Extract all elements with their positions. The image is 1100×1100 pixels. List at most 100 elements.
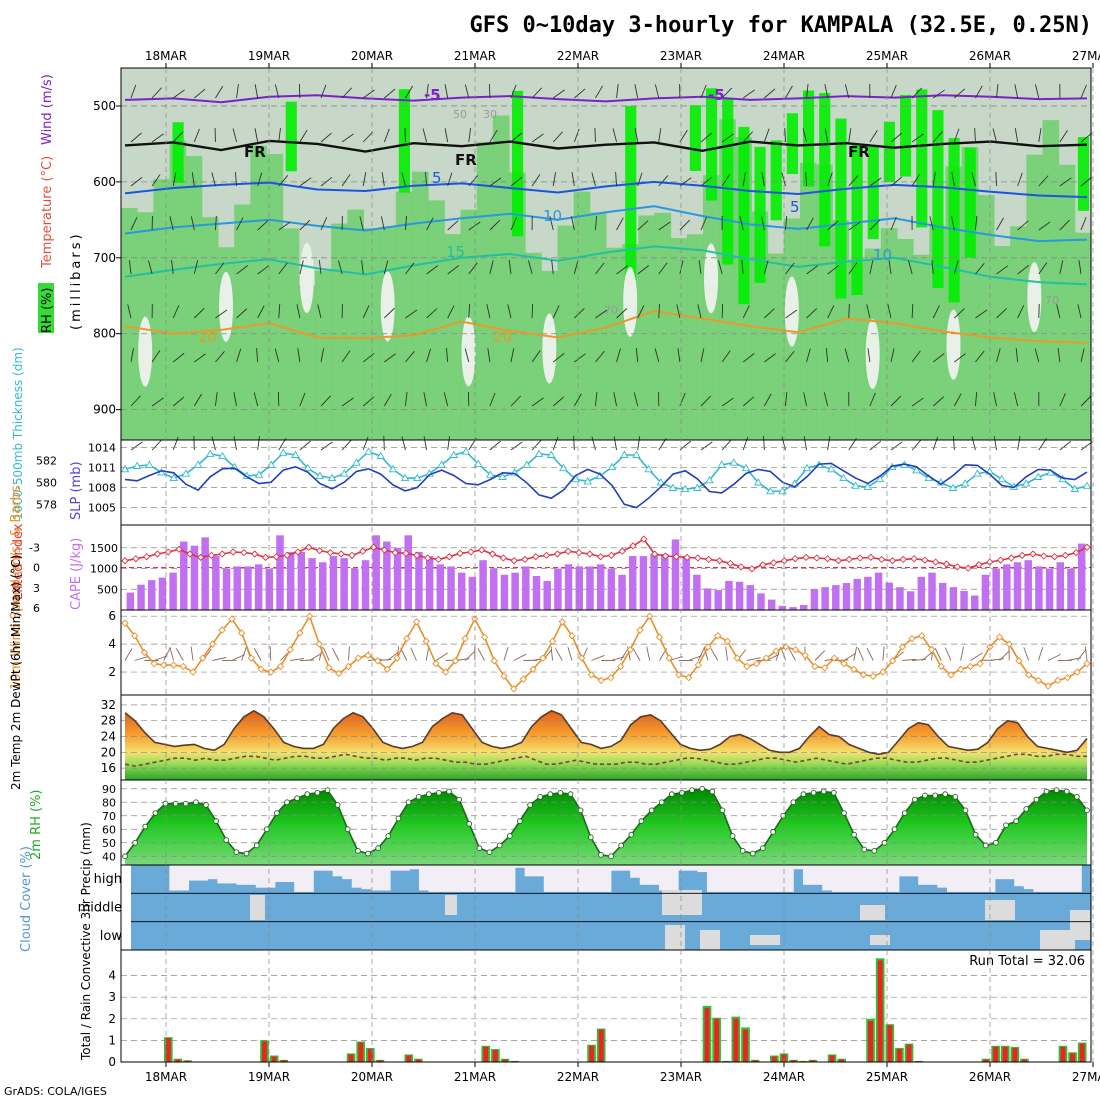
lifted-index-line-marker xyxy=(964,564,972,572)
wind-barb xyxy=(151,174,161,187)
cloud-high-clear xyxy=(582,865,593,892)
wind-barb xyxy=(232,128,237,143)
wind-barb xyxy=(679,260,684,275)
wind10m-line-marker xyxy=(548,637,557,645)
cape-bar xyxy=(960,590,968,610)
wind-barb xyxy=(975,309,988,319)
wind-barb xyxy=(130,84,137,99)
wind10m-line-marker xyxy=(286,646,294,654)
wind10m-line-marker xyxy=(461,634,469,643)
precip-convective-bar xyxy=(704,1008,710,1062)
wind-barb xyxy=(827,265,840,275)
wind-barb xyxy=(1059,392,1066,407)
temp2m-tick: 16 xyxy=(101,761,116,775)
wind10m-line-marker xyxy=(869,672,877,680)
thickness-line-marker xyxy=(279,448,288,456)
temp2m-axis-label: 2m Temp 2m DewPt (6hr Min/Max) (°C) xyxy=(9,555,23,790)
lifted-index-line-marker xyxy=(975,561,983,569)
cape-bar xyxy=(853,578,861,610)
cloud-high-clear xyxy=(1014,865,1025,887)
wind-barb xyxy=(908,260,913,275)
wind-barb xyxy=(806,84,809,99)
cape-bar xyxy=(276,535,284,610)
wind-barb xyxy=(233,392,237,407)
lifted-index-line-marker xyxy=(240,549,248,557)
wind10m-barb xyxy=(410,647,417,661)
wind-barb xyxy=(320,348,325,363)
wind10m-line-marker xyxy=(1005,640,1013,648)
thickness-line-marker xyxy=(120,464,130,473)
wind-barb xyxy=(932,436,939,451)
wind-barb xyxy=(637,265,650,275)
lifted-index-line-marker xyxy=(445,553,453,561)
cape-bar xyxy=(319,562,327,610)
lifted-index-line-marker xyxy=(542,551,551,559)
wind-barb xyxy=(257,220,269,231)
wind-barb xyxy=(824,128,829,143)
contour-label: 70 xyxy=(1045,294,1059,307)
lifted-index-line-marker xyxy=(942,560,951,568)
cape-bar xyxy=(778,605,787,610)
wind-barb xyxy=(362,131,374,143)
wind10m-barb xyxy=(323,647,330,661)
wind-barb xyxy=(679,219,691,231)
rh-fill-column xyxy=(282,228,300,440)
wind-barb xyxy=(447,265,460,275)
rh2m-line-marker xyxy=(537,793,544,800)
wind-barb xyxy=(697,304,702,319)
wind-barb xyxy=(190,216,195,231)
wind10m-tick: 4 xyxy=(108,637,116,651)
bottom-date-label: 20MAR xyxy=(351,1070,393,1084)
wind10m-line-marker xyxy=(665,654,673,662)
rh2m-line-marker xyxy=(476,845,483,852)
wind10m-line-marker xyxy=(762,654,770,662)
slp-tick: 1011 xyxy=(88,461,116,474)
cape-bar xyxy=(586,566,594,610)
rh-saturated-column xyxy=(948,138,960,303)
top-date-label: 24MAR xyxy=(763,49,805,63)
wind-barb xyxy=(996,265,1009,275)
wind-barb xyxy=(806,348,811,363)
lifted-index-line-marker xyxy=(294,548,302,556)
rh2m-line-marker xyxy=(871,847,878,854)
lifted-index-line-marker xyxy=(380,546,389,554)
cape-bar xyxy=(286,551,295,610)
wind-barb xyxy=(1059,219,1070,231)
rh-saturated-column xyxy=(786,113,798,175)
rh-fill-column xyxy=(670,238,688,440)
rh-fill-column xyxy=(994,246,1011,440)
cloud-high-clear xyxy=(332,865,343,877)
wind-barb xyxy=(447,305,455,319)
wind-barb xyxy=(890,395,902,407)
cape-bar xyxy=(564,564,573,610)
cape-bar xyxy=(789,607,797,610)
temp2m-tick: 20 xyxy=(101,745,116,759)
wind-barb xyxy=(341,87,352,99)
wind10m-barb xyxy=(241,647,247,661)
wind-barb xyxy=(405,350,415,363)
rh-fill-column xyxy=(1074,232,1092,440)
wind-barb xyxy=(299,219,311,231)
wind-barb xyxy=(257,305,265,319)
wind-barb xyxy=(971,436,976,451)
cloud-high-clear xyxy=(265,865,276,888)
thickness-slp-axis-labels: 1000-500mb Thickness (dm) SLP (mb) 582 5… xyxy=(11,347,116,520)
wind10m-barb xyxy=(853,646,858,661)
wind-barb xyxy=(383,128,390,143)
cloud-gap xyxy=(1070,910,1090,940)
rh-dry-pocket xyxy=(704,243,718,314)
thickness-line-marker xyxy=(437,460,446,468)
rh-dry-pocket xyxy=(946,309,961,380)
rh-saturated-column xyxy=(754,146,766,283)
wind-barb xyxy=(742,89,755,99)
wind-barb xyxy=(971,172,976,187)
wind-barb xyxy=(633,392,639,407)
cloud-gap xyxy=(665,925,685,950)
wind-barb xyxy=(992,128,997,143)
bottom-date-label: 22MAR xyxy=(557,1070,599,1084)
lifted-index-line-marker xyxy=(823,555,832,563)
cloud-gap xyxy=(700,930,720,950)
wind10m-line-marker xyxy=(237,629,246,637)
cloud-high-clear xyxy=(755,865,765,892)
wind-barb xyxy=(299,392,306,407)
